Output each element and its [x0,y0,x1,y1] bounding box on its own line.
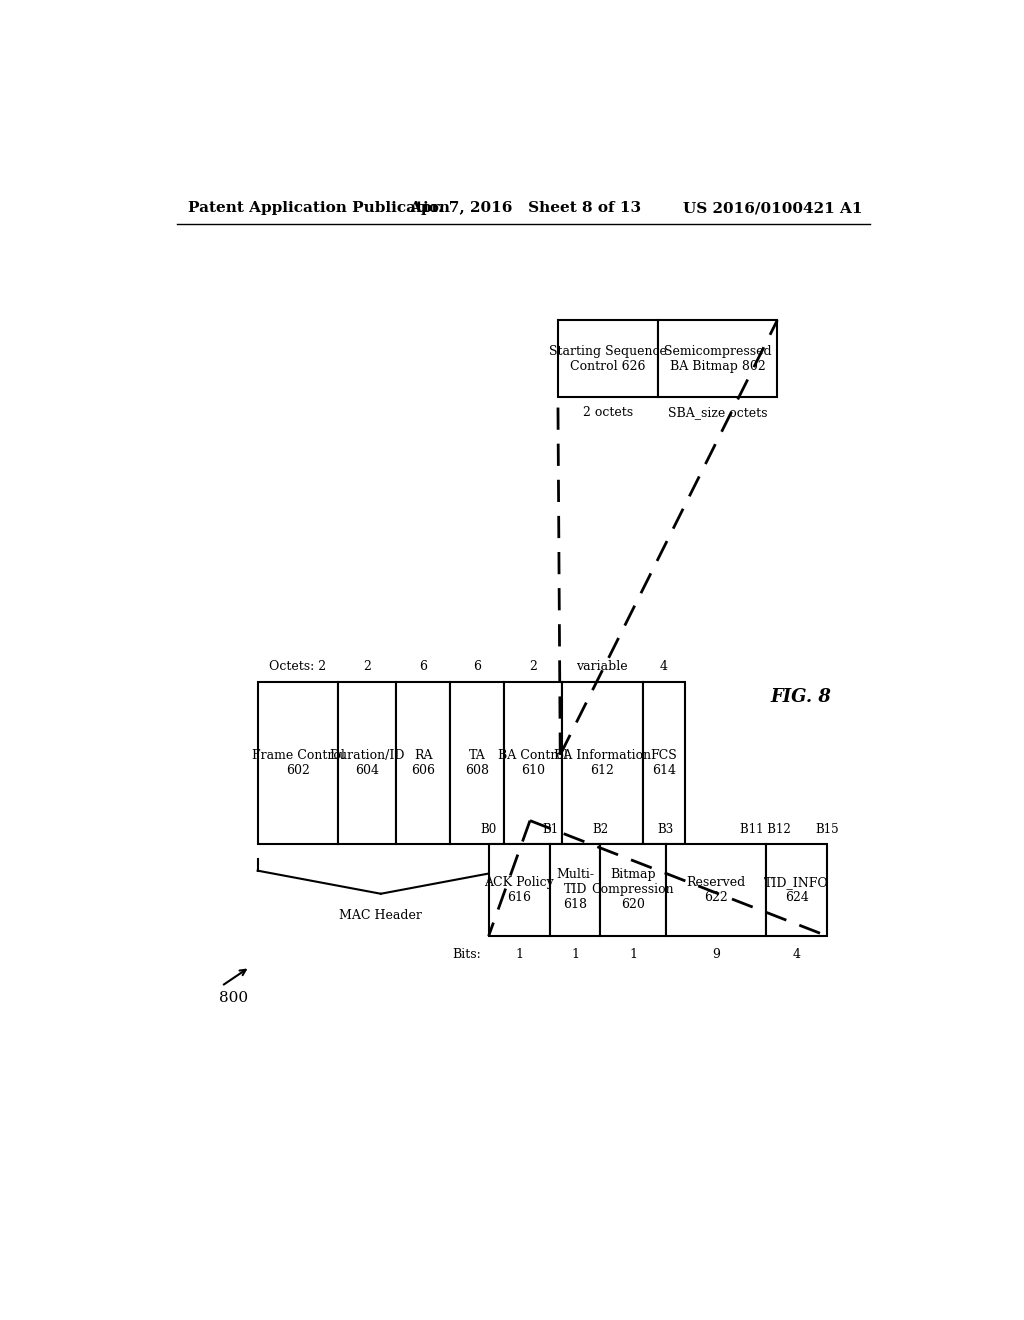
Text: 4: 4 [659,660,668,673]
Bar [643,682,685,843]
Text: US 2016/0100421 A1: US 2016/0100421 A1 [683,202,862,215]
Bar [504,682,562,843]
Text: SBA_size octets: SBA_size octets [668,407,767,420]
Text: variable: variable [577,660,628,673]
Text: B0: B0 [480,822,497,836]
Text: 9: 9 [712,948,720,961]
Text: FIG. 8: FIG. 8 [770,689,830,706]
Bar [396,682,451,843]
Text: BA Control
610: BA Control 610 [498,748,568,777]
Text: FCS
614: FCS 614 [650,748,677,777]
Bar [550,843,600,936]
Text: Bitmap
Compression
620: Bitmap Compression 620 [592,869,674,911]
Text: Apr. 7, 2016   Sheet 8 of 13: Apr. 7, 2016 Sheet 8 of 13 [409,202,641,215]
Text: B1: B1 [542,822,558,836]
Text: 1: 1 [629,948,637,961]
Text: 1: 1 [571,948,580,961]
Text: Semicompressed
BA Bitmap 802: Semicompressed BA Bitmap 802 [664,345,771,372]
Text: 2 octets: 2 octets [583,407,633,420]
Text: TA
608: TA 608 [465,748,489,777]
Bar [766,843,827,936]
Text: 6: 6 [473,660,481,673]
Bar [558,321,658,397]
Text: B15: B15 [815,822,840,836]
Text: Bits:: Bits: [453,948,481,961]
Text: 2: 2 [364,660,372,673]
Text: 2: 2 [529,660,537,673]
Text: Patent Application Publication: Patent Application Publication [188,202,451,215]
Bar [562,682,643,843]
Text: BA Information
612: BA Information 612 [554,748,650,777]
Bar [600,843,666,936]
Bar [451,682,504,843]
Text: B11 B12: B11 B12 [740,822,792,836]
Text: Starting Sequence
Control 626: Starting Sequence Control 626 [549,345,667,372]
Text: 1: 1 [515,948,523,961]
Bar [339,682,396,843]
Text: TID_INFO
624: TID_INFO 624 [764,876,829,904]
Text: Octets: 2: Octets: 2 [269,660,327,673]
Text: Frame Control
602: Frame Control 602 [252,748,344,777]
Text: 800: 800 [219,991,248,1005]
Text: 4: 4 [793,948,801,961]
Text: B3: B3 [657,822,674,836]
Text: Reserved
622: Reserved 622 [686,876,745,904]
Bar [488,843,550,936]
Bar [666,843,766,936]
Text: B2: B2 [592,822,608,836]
Text: RA
606: RA 606 [412,748,435,777]
Bar [258,682,339,843]
Text: ACK Policy
616: ACK Policy 616 [484,876,554,904]
Bar [658,321,777,397]
Text: 6: 6 [419,660,427,673]
Text: Duration/ID
604: Duration/ID 604 [330,748,406,777]
Text: Multi-
TID
618: Multi- TID 618 [556,869,594,911]
Text: MAC Header: MAC Header [339,909,422,923]
